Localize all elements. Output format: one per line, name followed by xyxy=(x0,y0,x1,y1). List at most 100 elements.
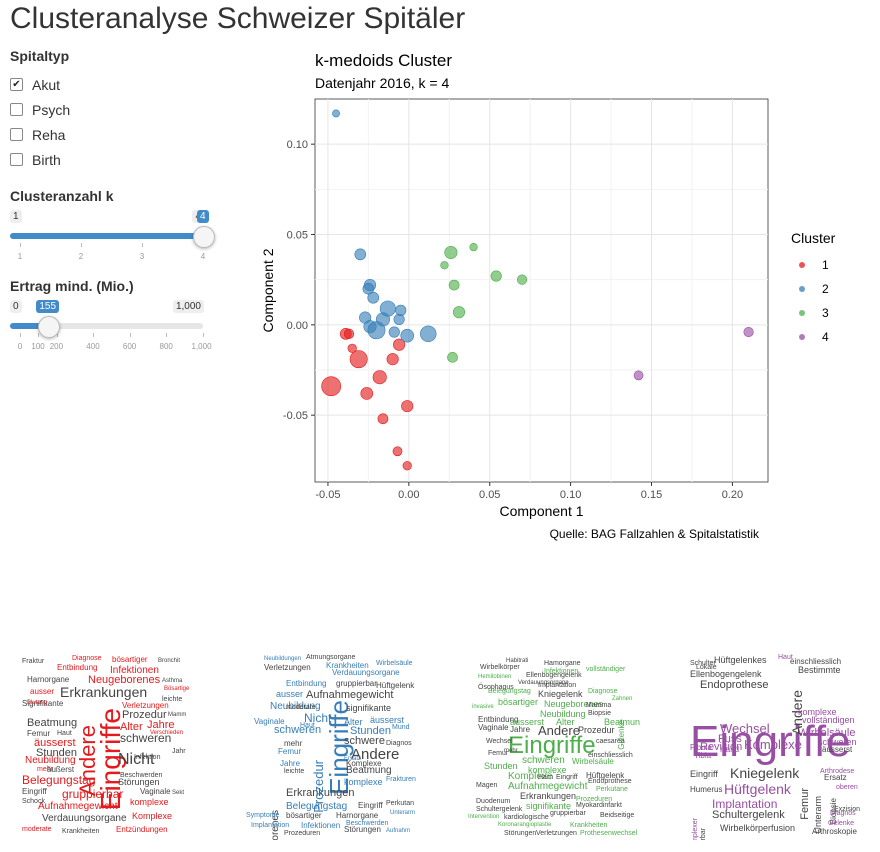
wordcloud-word: Erkrankungen xyxy=(60,684,148,700)
slider-value-label: 155 xyxy=(36,300,60,313)
legend-key-cluster-4 xyxy=(799,334,805,340)
slider-min-label: 0 xyxy=(10,300,22,313)
y-axis-label: Component 2 xyxy=(260,248,276,332)
wordcloud-word: Hamorgane xyxy=(544,660,581,667)
wordcloud-word: Kniegelenk xyxy=(538,689,583,699)
wordcloud-word: Komplexe xyxy=(744,737,802,752)
data-point-cluster-1 xyxy=(321,376,342,397)
slider-handle[interactable] xyxy=(38,316,61,338)
wordcloud-word: Eingriff xyxy=(556,774,578,781)
wordcloud-word: Haut xyxy=(778,654,793,661)
y-tick-label: 0.05 xyxy=(287,229,308,241)
data-point-cluster-3 xyxy=(490,270,502,282)
legend-label-cluster-4: 4 xyxy=(822,330,829,344)
checkbox-box[interactable] xyxy=(10,128,23,141)
wordcloud-word: Magen xyxy=(476,782,498,789)
wordcloud-word: ausser xyxy=(276,689,304,699)
checkbox-akut[interactable]: ✔ Akut xyxy=(10,72,210,97)
x-tick-label: 0.15 xyxy=(641,489,662,501)
checkbox-label: Akut xyxy=(32,76,61,93)
data-point-cluster-1 xyxy=(347,343,357,353)
data-point-cluster-2 xyxy=(400,328,414,343)
wordcloud-word: Jahre xyxy=(147,719,175,731)
wordcloud-word: Infektionen xyxy=(301,821,341,830)
wordcloud-word: Mamma xyxy=(586,702,612,709)
wordcloud-word: schweren xyxy=(818,737,857,747)
wordcloud-word: Eingriffe xyxy=(508,732,596,759)
ertrag-slider[interactable]: 0 1,000 155 0 100 200 400 600 800 1,000 xyxy=(10,296,212,356)
data-point-cluster-2 xyxy=(393,313,405,325)
data-point-cluster-1 xyxy=(392,446,403,457)
wordcloud-word: Wirbelkörper xyxy=(480,664,520,671)
wordcloud-word: Myokardinfarkt xyxy=(576,802,622,809)
wordcloud-word: Wirbelsäule xyxy=(572,757,614,766)
wordcloud-word: Entbindung xyxy=(286,679,327,688)
wordcloud-word: Femur xyxy=(278,747,302,756)
checkbox-psych[interactable]: Psych xyxy=(10,97,210,122)
wordcloud-word: Prozeduren xyxy=(576,796,613,803)
checkbox-birth[interactable]: Birth xyxy=(10,147,210,172)
wordcloud-word: Hüftgelenk xyxy=(376,681,415,690)
wordcloud-word: Revision xyxy=(700,741,743,753)
wordcloud-word: Bösartige xyxy=(164,686,190,692)
slider-tick-label: 200 xyxy=(49,342,64,351)
wordcloud-cluster-2: Eingriffe Andere Aufnahmegewicht Erkrankung… xyxy=(246,650,418,840)
wordcloud-word: Kniegelenk xyxy=(730,765,800,781)
data-point-cluster-2 xyxy=(362,282,375,295)
wordcloud-word: bösartiger xyxy=(498,697,539,707)
wordcloud-cluster-3: Eingriffe Andere schweren Komplexe Aufnahmeg… xyxy=(468,650,640,840)
wordcloud-word: komplexe xyxy=(344,777,383,787)
checkbox-box[interactable]: ✔ xyxy=(10,78,23,91)
cluster-scatter-plot: k-medoids Cluster Datenjahr 2016, k = 4 -0… xyxy=(260,51,836,541)
wordcloud-word: komplexe xyxy=(528,765,567,775)
wordcloud-word: Neugeborenes xyxy=(544,699,604,709)
wordcloud-word: Störungen xyxy=(344,825,381,834)
wordcloud-word: Beatmung xyxy=(604,717,640,727)
wordcloud-word: Beschwerden xyxy=(120,772,163,779)
wordcloud-word: Bestimmte xyxy=(798,665,841,675)
wordcloud-word: Belegungstag xyxy=(22,773,96,787)
wordcloud-word: Nicht xyxy=(118,751,155,768)
wordcloud-word: Beschwerden xyxy=(346,820,389,827)
slider-tick-label: 400 xyxy=(86,342,100,351)
wordcloud-word: Störungen xyxy=(118,777,160,787)
checkbox-label: Reha xyxy=(32,126,66,143)
wordcloud-word: Hand xyxy=(720,745,740,754)
wordcloud-word: Unterarm xyxy=(390,810,416,816)
checkbox-box[interactable] xyxy=(10,103,23,116)
wordcloud-word: Komplexe xyxy=(346,759,382,768)
slider-tick xyxy=(129,333,131,337)
wordcloud-word: Krankheiten xyxy=(570,822,608,829)
checkbox-reha[interactable]: Reha xyxy=(10,122,210,147)
wordcloud-word: Wirbelsäule xyxy=(798,727,856,739)
wordcloud-word: Belegungstag xyxy=(488,688,531,695)
wordcloud-word: Signifikante xyxy=(22,699,64,708)
ertrag-slider-label: Ertrag mind. (Mio.) xyxy=(10,278,134,294)
wordcloud-word: signifikante xyxy=(346,703,392,713)
slider-tick xyxy=(38,333,40,337)
k-slider[interactable]: 1441234 xyxy=(10,206,215,266)
wordcloud-word: äußerst xyxy=(47,765,75,774)
data-point-cluster-4 xyxy=(633,370,644,381)
data-point-cluster-1 xyxy=(386,353,399,366)
slider-handle[interactable] xyxy=(193,226,215,248)
wordcloud-word: mehr xyxy=(504,748,518,754)
wordcloud-word: Harn xyxy=(538,774,554,781)
wordcloud-word: moderate xyxy=(286,704,316,711)
wordcloud-word: vollständiger xyxy=(586,666,626,673)
wordcloud-word: Entzündungen xyxy=(116,825,168,834)
wordcloud-word: Duodenum xyxy=(476,798,511,805)
wordcloud-word: vollständigen xyxy=(802,715,855,725)
legend-key-cluster-2 xyxy=(799,286,805,292)
wordcloud-word: Atmungsorgane xyxy=(306,654,356,661)
wordcloud-word: Prozedur xyxy=(578,725,615,735)
wordcloud-word: Nicht xyxy=(304,711,332,725)
wordcloud-word: gruppierbar xyxy=(550,810,586,817)
wordcloud-word: Stunden xyxy=(36,747,77,759)
wordcloud-word: Stunden xyxy=(350,725,391,737)
checkbox-box[interactable] xyxy=(10,153,23,166)
y-tick-label: 0.10 xyxy=(287,139,308,151)
wordcloud-word: Infektion xyxy=(134,754,161,761)
wordcloud-word: Arthrodese xyxy=(820,768,855,775)
data-point-cluster-2 xyxy=(420,325,437,343)
